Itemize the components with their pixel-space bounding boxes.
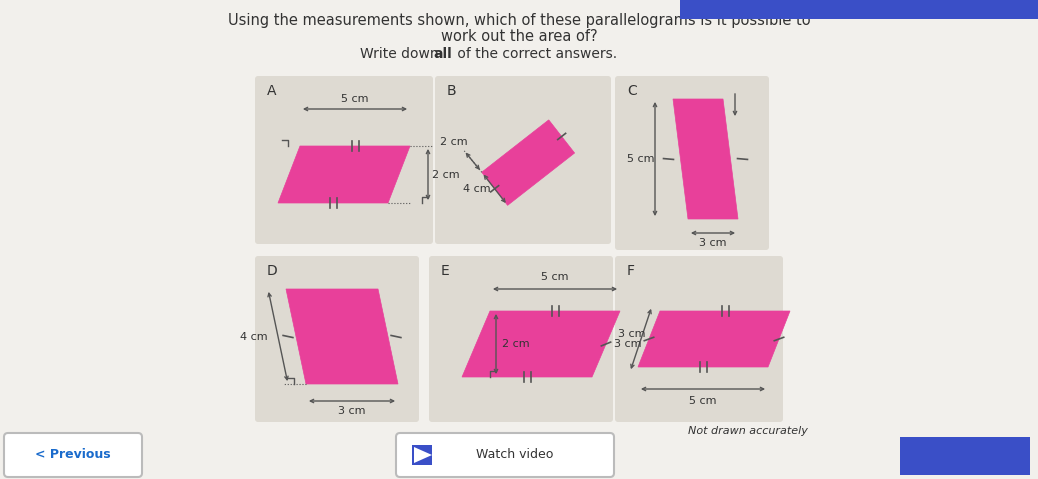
Bar xyxy=(680,0,1038,19)
Text: of the correct answers.: of the correct answers. xyxy=(453,47,618,61)
Text: B: B xyxy=(447,84,457,98)
Text: 4 cm: 4 cm xyxy=(463,184,491,194)
FancyBboxPatch shape xyxy=(255,76,433,244)
Text: 5 cm: 5 cm xyxy=(689,396,717,406)
Text: 3 cm: 3 cm xyxy=(700,238,727,248)
Polygon shape xyxy=(673,99,738,219)
Text: work out the area of?: work out the area of? xyxy=(441,28,597,44)
FancyBboxPatch shape xyxy=(397,433,614,477)
Text: E: E xyxy=(441,264,449,278)
Text: 5 cm: 5 cm xyxy=(627,154,655,164)
Text: 2 cm: 2 cm xyxy=(440,137,467,147)
Text: C: C xyxy=(627,84,636,98)
Text: Watch video: Watch video xyxy=(476,448,553,461)
Text: A: A xyxy=(267,84,276,98)
Text: Write down: Write down xyxy=(360,47,443,61)
Text: < Previous: < Previous xyxy=(35,448,111,461)
Polygon shape xyxy=(482,120,575,205)
FancyBboxPatch shape xyxy=(435,76,611,244)
Polygon shape xyxy=(278,146,410,203)
Text: 3 cm: 3 cm xyxy=(619,329,646,339)
Bar xyxy=(900,437,1030,475)
Text: 3 cm: 3 cm xyxy=(614,339,641,349)
Text: all: all xyxy=(433,47,452,61)
Bar xyxy=(412,445,432,465)
Polygon shape xyxy=(462,311,620,377)
FancyBboxPatch shape xyxy=(4,433,142,477)
Polygon shape xyxy=(638,311,790,367)
Text: Not drawn accurately: Not drawn accurately xyxy=(688,426,808,436)
Text: 5 cm: 5 cm xyxy=(541,272,569,282)
Text: 5 cm: 5 cm xyxy=(342,94,368,104)
Polygon shape xyxy=(414,447,432,463)
FancyBboxPatch shape xyxy=(255,256,419,422)
FancyBboxPatch shape xyxy=(614,256,783,422)
Text: 4 cm: 4 cm xyxy=(240,331,268,342)
Text: F: F xyxy=(627,264,635,278)
FancyBboxPatch shape xyxy=(614,76,769,250)
Text: 2 cm: 2 cm xyxy=(432,170,460,180)
FancyBboxPatch shape xyxy=(429,256,613,422)
Text: Using the measurements shown, which of these parallelograms is it possible to: Using the measurements shown, which of t… xyxy=(227,12,811,27)
Polygon shape xyxy=(286,289,398,384)
Text: 2 cm: 2 cm xyxy=(502,339,529,349)
Text: 3 cm: 3 cm xyxy=(338,406,365,416)
Text: D: D xyxy=(267,264,278,278)
